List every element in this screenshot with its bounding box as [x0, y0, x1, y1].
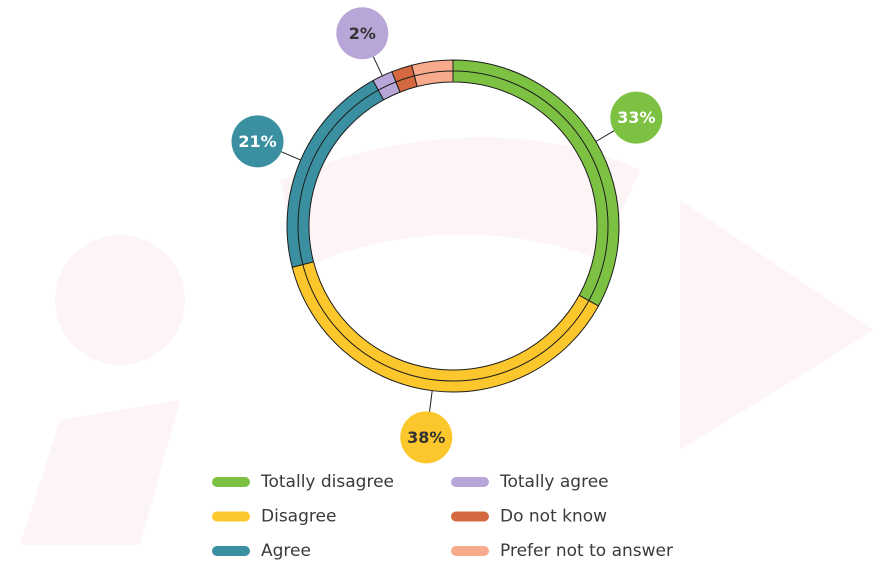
label-bubble	[336, 7, 389, 60]
legend-label: Totally agree	[499, 472, 609, 492]
data-label: 33%	[617, 108, 655, 127]
legend-swatch	[451, 477, 489, 487]
label-bubble	[610, 91, 663, 144]
donut	[286, 59, 620, 393]
legend-swatch	[212, 511, 250, 522]
watermark	[20, 137, 874, 545]
label-bubble	[400, 411, 453, 464]
data-label: 21%	[238, 132, 276, 151]
legend-swatch	[451, 546, 489, 556]
leader-line	[595, 128, 617, 142]
legend-label: Prefer not to answer	[500, 541, 673, 561]
legend-swatch	[451, 511, 489, 522]
legend-swatch	[212, 546, 250, 556]
legend-label: Agree	[261, 541, 311, 561]
legend-label: Disagree	[261, 507, 336, 527]
data-label: 38%	[407, 428, 445, 447]
donut-segment	[291, 261, 600, 393]
donut-segment	[411, 59, 454, 88]
label-bubble	[231, 115, 284, 168]
ring-divider	[297, 70, 609, 382]
data-labels: 33% 38% 21% 2%	[231, 7, 663, 464]
legend-swatch	[212, 477, 250, 487]
legend: Totally disagree Disagree Agree Totally agr…	[212, 472, 673, 561]
data-label: 2%	[349, 24, 376, 43]
leader-line	[371, 53, 383, 77]
leader-line	[428, 390, 433, 415]
legend-label: Do not know	[500, 507, 607, 527]
legend-label: Totally disagree	[260, 472, 394, 492]
leader-line	[278, 150, 301, 161]
